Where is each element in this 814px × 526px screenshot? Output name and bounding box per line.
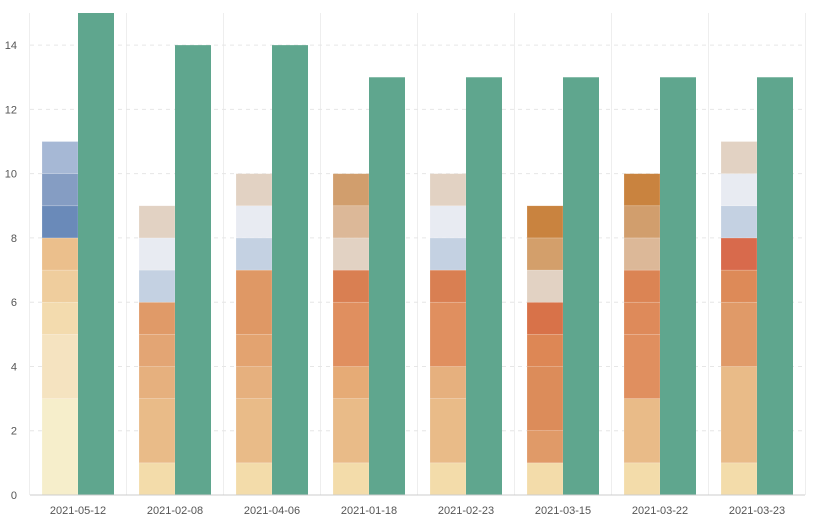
total-bar xyxy=(78,13,114,495)
x-tick-label: 2021-03-22 xyxy=(632,505,688,517)
x-tick-label: 2021-01-18 xyxy=(341,505,397,517)
total-bar xyxy=(660,77,696,496)
stacked-bar-segment xyxy=(332,462,370,496)
x-tick-label: 2021-03-15 xyxy=(535,505,591,517)
stacked-bar-segment xyxy=(235,269,273,335)
stacked-bar-segment xyxy=(526,301,564,335)
stacked-bar-segment xyxy=(332,366,370,399)
stacked-bar-segment xyxy=(332,269,370,303)
stacked-bar-segment xyxy=(235,366,273,399)
y-tick-label: 2 xyxy=(11,426,17,438)
stacked-bar-segment xyxy=(429,205,467,239)
stacked-bar-segment xyxy=(720,237,758,271)
stacked-bar-segment xyxy=(235,462,273,496)
stacked-bar-segment xyxy=(429,237,467,271)
y-tick-label: 12 xyxy=(5,104,17,116)
stacked-bar-segment xyxy=(526,462,564,496)
total-bar xyxy=(369,77,405,496)
y-tick-label: 0 xyxy=(11,490,17,502)
stacked-bar-segment xyxy=(526,237,564,271)
stacked-bar-segment xyxy=(720,141,758,174)
stacked-bar-segment xyxy=(429,301,467,367)
stacked-bar-segment xyxy=(41,205,79,239)
y-tick-label: 8 xyxy=(11,233,17,245)
stacked-bar-segment xyxy=(41,173,79,207)
stacked-bar-segment xyxy=(41,237,79,271)
y-tick-label: 10 xyxy=(5,169,17,181)
stacked-bar-segment xyxy=(41,398,79,496)
stacked-bar-segment xyxy=(720,205,758,239)
stacked-bar-segment xyxy=(138,334,176,367)
stacked-bar-segment xyxy=(138,366,176,399)
stacked-bar-segment xyxy=(623,173,661,207)
stacked-bar-segment xyxy=(41,301,79,335)
stacked-bar-segment xyxy=(332,205,370,239)
stacked-bar-segment xyxy=(623,237,661,271)
stacked-bar-segment xyxy=(332,237,370,271)
stacked-bar-segment xyxy=(526,269,564,303)
x-tick-label: 2021-02-08 xyxy=(147,505,203,517)
stacked-bar-segment xyxy=(138,301,176,335)
axes: 0 2 4 6 8 10 12 14 2021-05-12 2021-02-08 2021-04-0… xyxy=(5,40,805,517)
x-tick-label: 2021-02-23 xyxy=(438,505,494,517)
stacked-bar-segment xyxy=(138,398,176,464)
stacked-bar-segment xyxy=(41,141,79,174)
stacked-bar-segment xyxy=(41,334,79,399)
stacked-bar-segment xyxy=(235,398,273,464)
stacked-bar-segment xyxy=(138,205,176,239)
stacked-bar-segment xyxy=(623,462,661,496)
stacked-bar-segment xyxy=(720,301,758,367)
stacked-bar-segment xyxy=(235,334,273,367)
stacked-bar-segment xyxy=(429,462,467,496)
x-tick-label: 2021-05-12 xyxy=(50,505,106,517)
stacked-bar-segment xyxy=(332,173,370,207)
total-bar xyxy=(563,77,599,496)
bars xyxy=(41,13,793,496)
stacked-bar-segment xyxy=(526,430,564,464)
stacked-bar-segment xyxy=(138,462,176,496)
x-tick-label: 2021-04-06 xyxy=(244,505,300,517)
stacked-bar-segment xyxy=(623,398,661,464)
y-tick-label: 4 xyxy=(11,361,17,373)
stacked-bar-segment xyxy=(526,205,564,239)
y-tick-label: 6 xyxy=(11,297,17,309)
stacked-bar-segment xyxy=(235,173,273,207)
stacked-bar-segment xyxy=(720,366,758,464)
stacked-bar-segment xyxy=(138,269,176,303)
stacked-bar-segment xyxy=(429,398,467,464)
total-bar xyxy=(757,77,793,496)
stacked-bar-segment xyxy=(332,301,370,367)
stacked-bar-segment xyxy=(623,269,661,303)
stacked-bar-segment xyxy=(235,237,273,271)
y-tick-label: 14 xyxy=(5,40,17,52)
stacked-bar-segment xyxy=(332,398,370,464)
stacked-bar-segment xyxy=(720,173,758,207)
stacked-bar-segment xyxy=(623,334,661,399)
stacked-bar-segment xyxy=(41,269,79,303)
stacked-bar-segment xyxy=(429,173,467,207)
total-bar xyxy=(175,45,211,496)
stacked-bar-segment xyxy=(623,205,661,239)
stacked-bar-segment xyxy=(720,462,758,496)
total-bar xyxy=(466,77,502,496)
stacked-bar-segment xyxy=(623,301,661,335)
stacked-bar-segment xyxy=(429,366,467,399)
x-tick-label: 2021-03-23 xyxy=(729,505,785,517)
stacked-bar-segment xyxy=(429,269,467,303)
stacked-bar-segment xyxy=(526,334,564,367)
stacked-bar-segment xyxy=(526,366,564,431)
stacked-bar-segment xyxy=(720,269,758,303)
stacked-bar-segment xyxy=(235,205,273,239)
total-bar xyxy=(272,45,308,496)
stacked-bar-segment xyxy=(138,237,176,271)
